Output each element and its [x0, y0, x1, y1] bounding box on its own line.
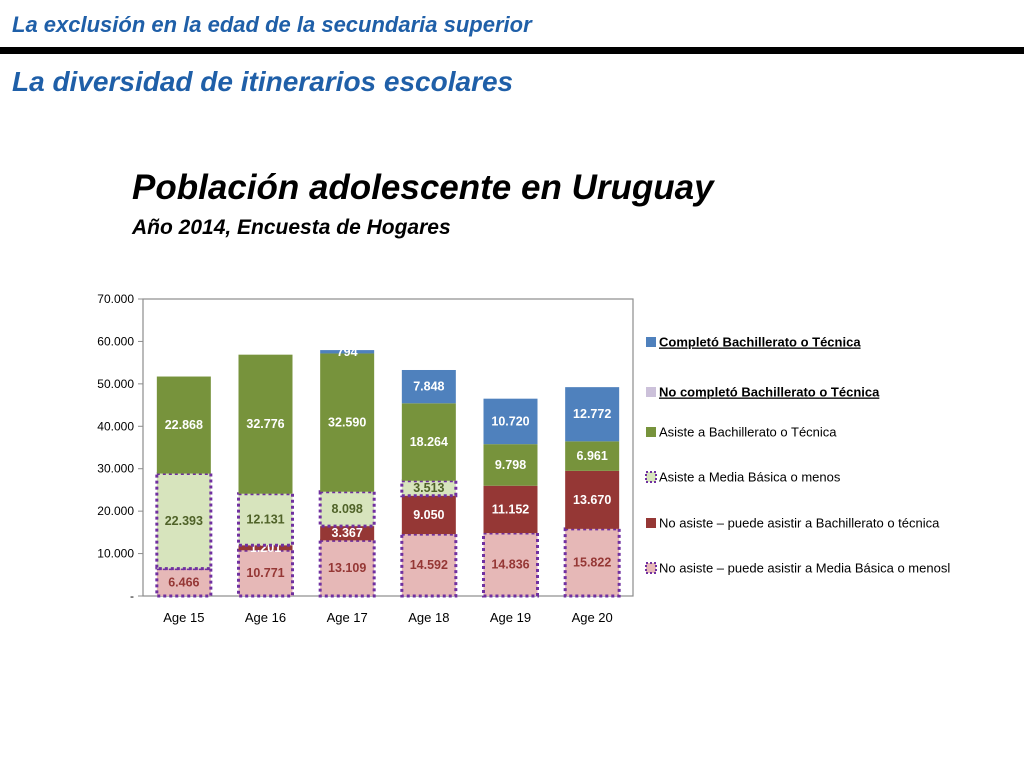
bar-segment — [320, 526, 375, 541]
bar-segment — [483, 485, 538, 534]
legend-label: No asiste – puede asistir a Media Básica… — [659, 561, 950, 576]
bar-segment — [320, 350, 375, 354]
bar-segment — [565, 387, 620, 442]
data-label: 13.109 — [328, 561, 366, 575]
data-label: 12.131 — [246, 512, 284, 526]
bar-segment — [565, 470, 620, 529]
bar-segment — [401, 495, 456, 535]
y-tick-label: 30.000 — [97, 462, 134, 476]
section-title: La diversidad de itinerarios escolares — [12, 66, 514, 97]
legend-label: No completó Bachillerato o Técnica — [659, 385, 880, 400]
chart-subtitle: Año 2014, Encuesta de Hogares — [132, 216, 451, 239]
legend-swatch — [645, 471, 657, 483]
legend-swatch — [645, 562, 657, 574]
y-tick-label: - — [130, 589, 134, 603]
data-label: 3.367 — [332, 526, 363, 540]
legend-label: Completó Bachillerato o Técnica — [659, 335, 861, 350]
x-tick-label: Age 19 — [490, 610, 531, 625]
bar-segment — [401, 369, 456, 404]
bar-segment — [565, 441, 620, 471]
data-label: 3.513 — [413, 481, 444, 495]
bar-segment — [400, 532, 458, 598]
data-label: 32.776 — [246, 417, 284, 431]
data-label: 15.822 — [573, 555, 611, 569]
bar-segment — [401, 403, 456, 481]
legend-label: Asiste a Bachillerato o Técnica — [659, 425, 837, 440]
data-label: 12.772 — [573, 407, 611, 421]
data-label: 22.393 — [165, 514, 203, 528]
x-tick-label: Age 15 — [163, 610, 204, 625]
data-label: 10.771 — [246, 566, 284, 580]
data-label: 14.836 — [491, 558, 529, 572]
data-label: 6.466 — [168, 575, 199, 589]
bar-segment — [238, 545, 293, 551]
data-label: 32.590 — [328, 416, 366, 430]
legend-swatch — [646, 387, 656, 397]
bar-segment — [156, 376, 211, 474]
data-label: 7.848 — [413, 380, 444, 394]
bar-segment — [483, 444, 538, 486]
bar-segment — [155, 567, 213, 598]
legend-swatch — [646, 518, 656, 528]
legend-label: Asiste a Media Básica o menos — [659, 470, 841, 485]
legend-label: No asiste – puede asistir a Bachillerato… — [659, 516, 940, 531]
data-label: 794 — [337, 345, 358, 359]
data-label: 9.050 — [413, 508, 444, 522]
header-title: La exclusión en la edad de la secundaria… — [12, 12, 532, 37]
data-label: 8.098 — [332, 502, 363, 516]
y-tick-label: 50.000 — [97, 377, 134, 391]
chart-title: Población adolescente en Uruguay — [132, 168, 714, 207]
legend-swatch — [646, 427, 656, 437]
header-divider — [0, 47, 1024, 54]
data-label: 9.798 — [495, 458, 526, 472]
data-label: 13.670 — [573, 493, 611, 507]
y-tick-label: 20.000 — [97, 504, 134, 518]
data-label: 14.592 — [410, 558, 448, 572]
x-tick-label: Age 16 — [245, 610, 286, 625]
bar-segment — [482, 531, 539, 598]
bar-segment — [237, 548, 294, 598]
bar-segment — [320, 353, 375, 492]
plot-area — [142, 298, 634, 597]
x-tick-label: Age 17 — [327, 610, 368, 625]
legend-swatch — [646, 337, 656, 347]
x-tick-label: Age 20 — [572, 610, 613, 625]
data-label: 6.961 — [577, 449, 608, 463]
x-tick-label: Age 18 — [408, 610, 449, 625]
bar-segment — [483, 398, 538, 445]
bar-segment — [238, 354, 293, 494]
y-tick-label: 10.000 — [97, 547, 134, 561]
y-tick-label: 40.000 — [97, 419, 134, 433]
y-tick-label: 70.000 — [97, 292, 134, 306]
data-label: 11.152 — [492, 502, 530, 516]
y-tick-label: 60.000 — [97, 334, 134, 348]
data-label: 22.868 — [165, 418, 203, 432]
data-label: 10.720 — [491, 414, 529, 428]
data-label: 18.264 — [410, 435, 448, 449]
